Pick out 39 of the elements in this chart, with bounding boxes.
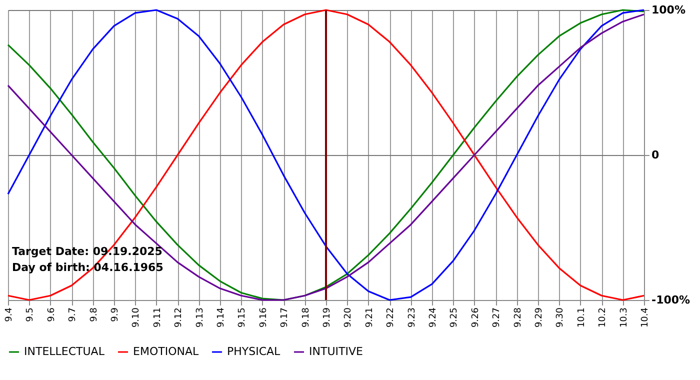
x-tick-label: 10.1 [576,308,587,328]
x-tick-label: 9.27 [492,308,502,328]
x-tick-label: 9.11 [152,308,163,328]
legend-label: INTELLECTUAL [24,345,106,358]
x-tick-label: 10.4 [640,307,650,328]
x-tick-label: 9.30 [556,307,566,328]
x-tick-label: 9.5 [26,308,36,322]
x-tick-label: 9.22 [386,308,396,328]
y-tick-label: -100% [652,294,690,306]
x-tick-label: 9.19 [322,307,332,328]
x-tick-label: 9.28 [513,307,524,328]
x-tick-label: 10.3 [619,308,630,328]
x-tick-label: 9.21 [364,308,375,328]
x-tick-label: 9.13 [195,308,206,328]
legend-label: INTUITIVE [309,345,363,358]
x-tick-label: 9.4 [4,307,14,322]
x-tick-label: 9.8 [89,307,100,322]
x-tick-label: 9.6 [46,307,57,322]
x-tick-label: 10.2 [598,308,608,328]
x-tick-label: 9.9 [110,307,120,322]
x-tick-label: 9.25 [450,308,460,328]
x-tick-label: 9.20 [344,307,354,328]
legend-label: PHYSICAL [227,345,282,358]
x-tick-label: 9.10 [132,307,142,328]
x-tick-label: 9.16 [258,307,269,328]
annotation: Day of birth: 04.16.1965 [12,261,164,274]
x-tick-label: 9.18 [301,307,312,328]
x-tick-label: 9.12 [174,308,184,328]
x-tick-label: 9.14 [216,307,226,328]
x-tick-label: 9.29 [534,307,544,328]
x-tick-label: 9.15 [238,308,248,328]
x-tick-label: 9.17 [280,308,290,328]
x-tick-label: 9.7 [68,308,78,322]
y-tick-label: 0 [652,148,660,162]
x-tick-label: 9.26 [470,307,481,328]
x-tick-label: 9.23 [407,308,418,328]
legend-label: EMOTIONAL [133,345,200,358]
y-tick-label: 100% [652,4,686,16]
x-tick-label: 9.24 [428,307,438,328]
